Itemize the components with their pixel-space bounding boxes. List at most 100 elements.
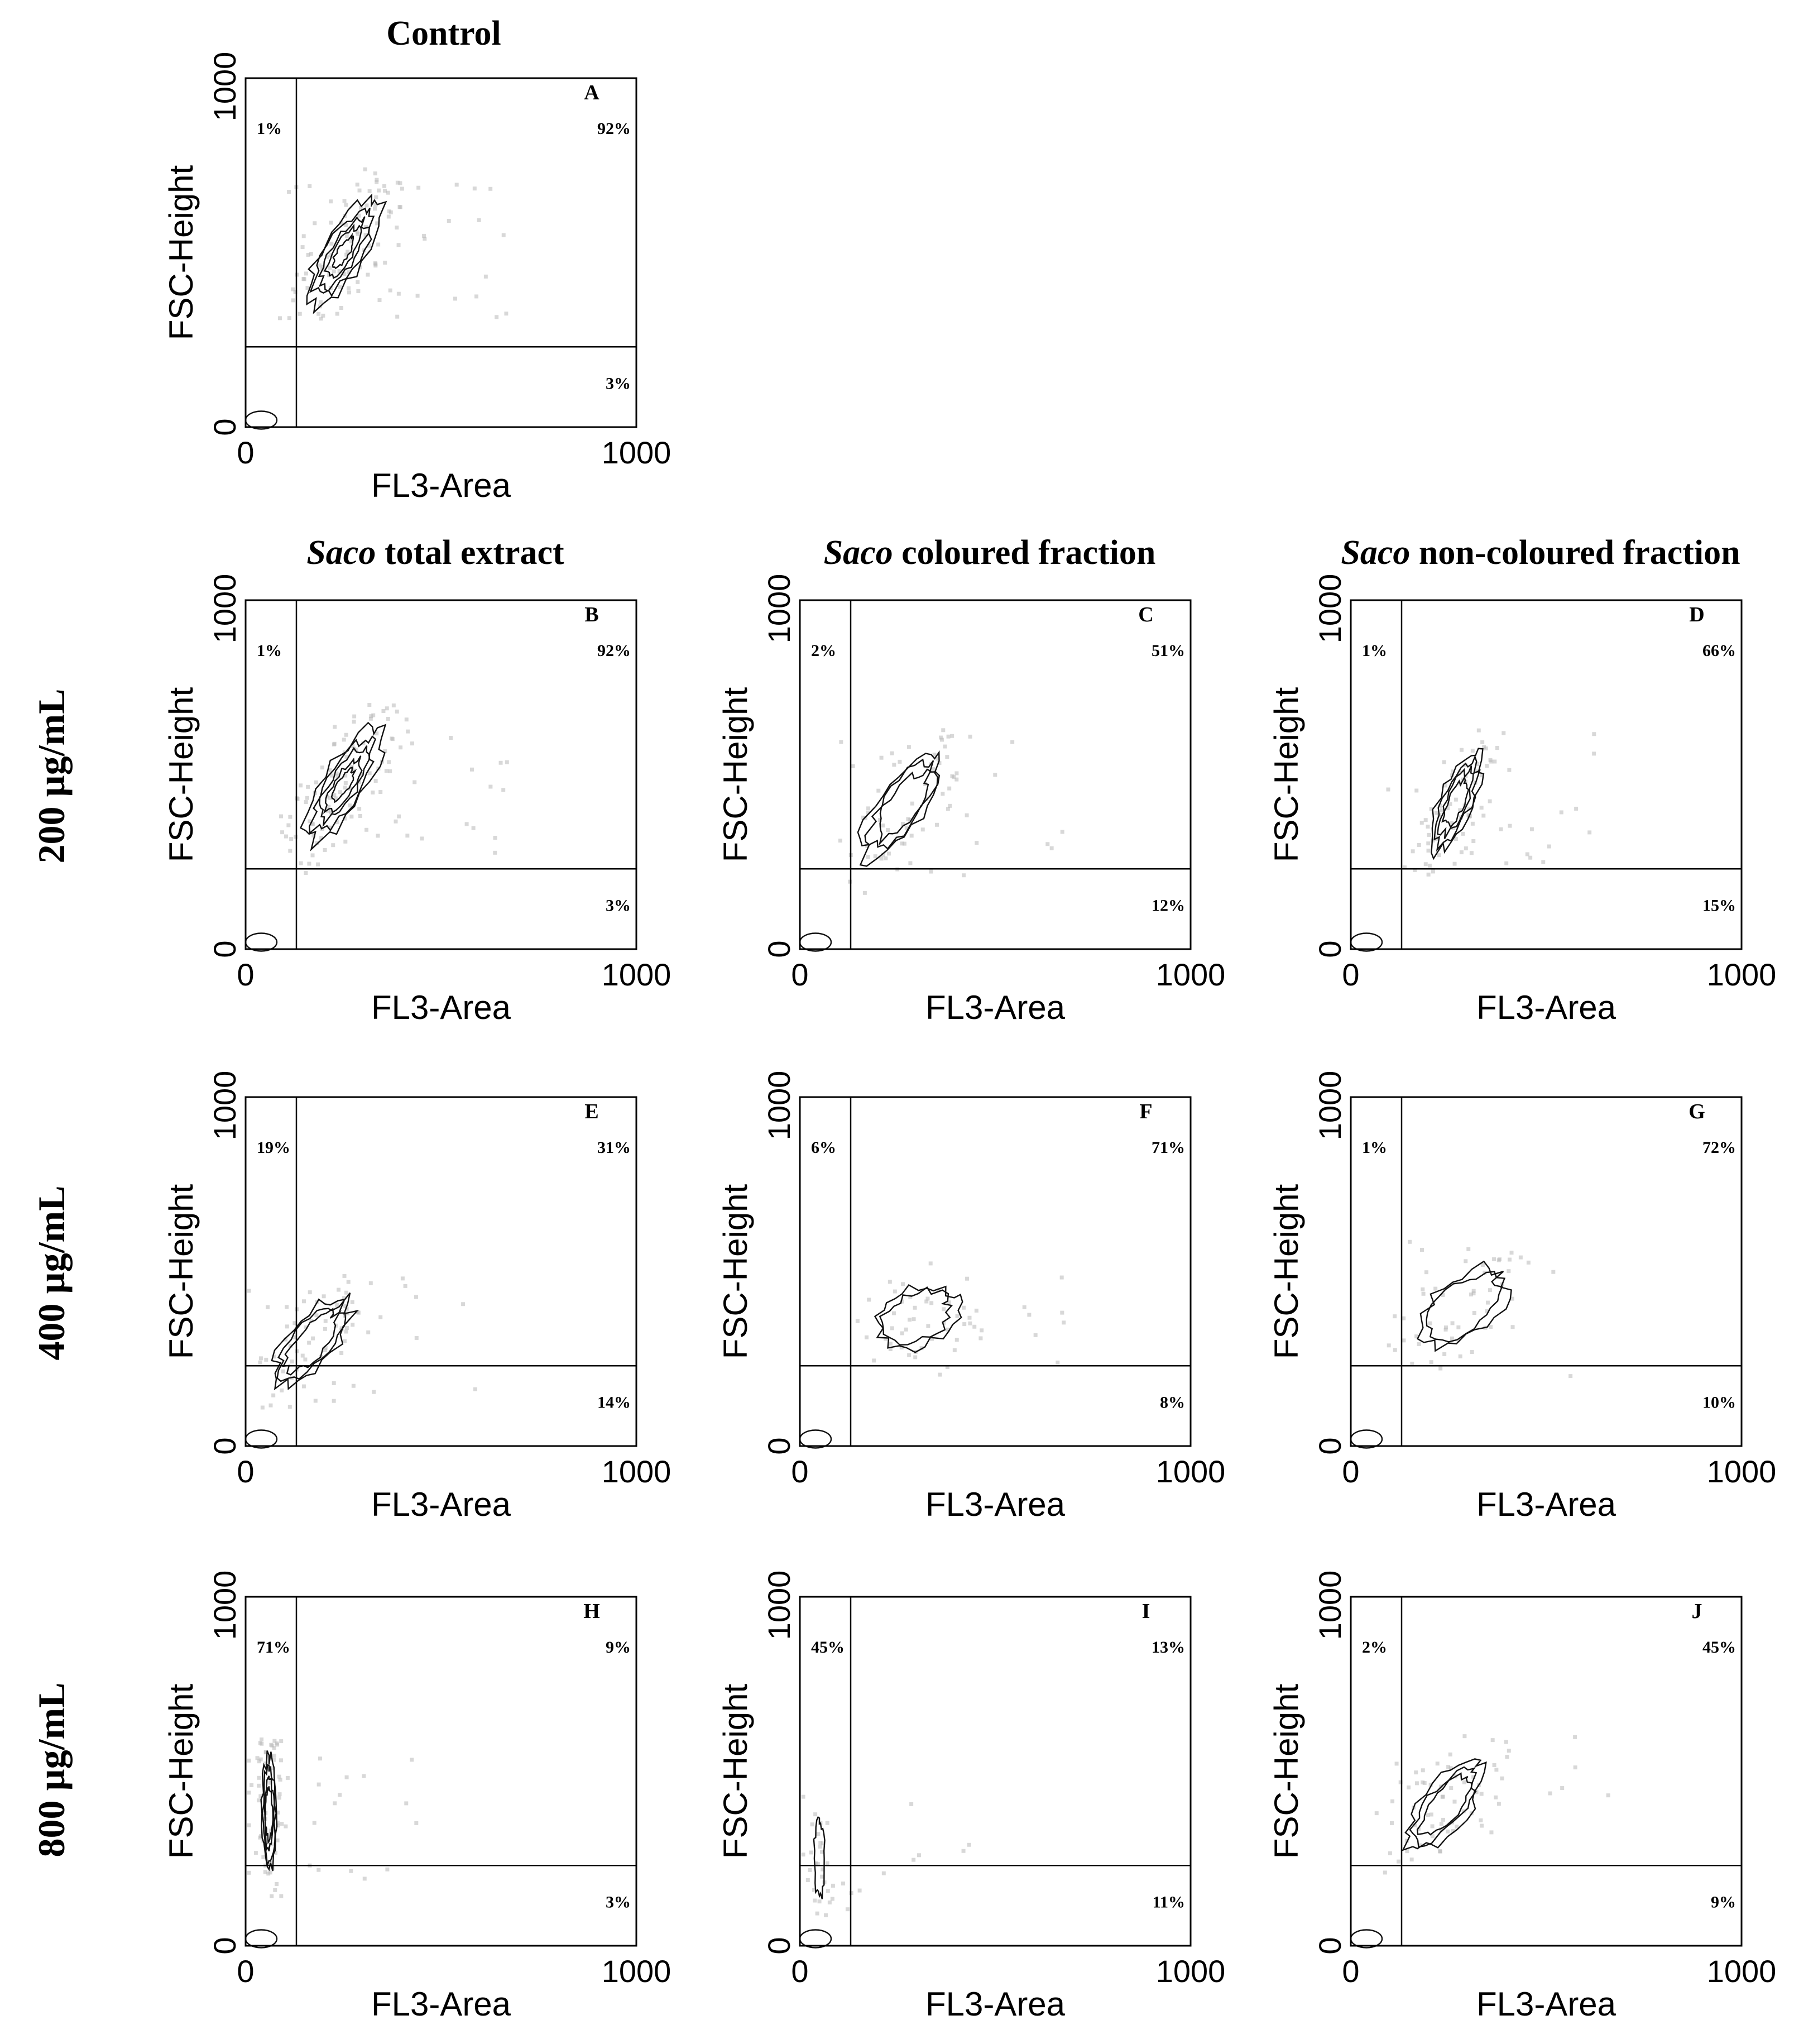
event-point (908, 861, 913, 865)
event-point (344, 1306, 349, 1311)
event-point (1493, 759, 1497, 764)
event-point (357, 780, 362, 784)
event-point (327, 805, 331, 809)
event-point (1438, 1849, 1442, 1854)
event-point (386, 716, 390, 721)
event-point (410, 1758, 414, 1762)
event-point (347, 286, 351, 290)
x-tick-label: 0 (237, 957, 254, 992)
event-point (332, 1399, 336, 1403)
event-point (420, 836, 424, 841)
event-point (247, 1289, 251, 1293)
event-point (257, 1759, 262, 1764)
event-point (1429, 1360, 1433, 1365)
column-title-text: coloured fraction (893, 534, 1156, 572)
event-point (1414, 1770, 1418, 1775)
event-point (888, 1342, 893, 1346)
event-point (258, 1360, 262, 1365)
event-point (331, 843, 335, 848)
event-point (364, 203, 369, 208)
event-point (326, 808, 330, 813)
event-point (1398, 1780, 1403, 1784)
event-point (356, 289, 361, 293)
event-point (1409, 1858, 1414, 1862)
event-point (344, 1290, 348, 1295)
event-point (1551, 1270, 1556, 1274)
event-point (1440, 808, 1444, 812)
event-point (263, 1761, 268, 1766)
event-point (862, 891, 867, 895)
event-point (375, 221, 380, 226)
event-point (908, 817, 913, 822)
event-point (913, 1355, 918, 1360)
event-point (826, 1889, 830, 1893)
quadrant-upper-right: 9% (606, 1638, 631, 1657)
plot-frame (244, 599, 637, 950)
event-point (1421, 1287, 1425, 1291)
event-point (1417, 1342, 1421, 1347)
event-point (1422, 1781, 1427, 1785)
x-tick-label: 1000 (1156, 957, 1226, 992)
y-tick-label: 0 (761, 940, 797, 958)
event-point (876, 788, 881, 793)
event-point (841, 1882, 846, 1886)
event-point (319, 317, 323, 321)
event-point (344, 223, 348, 227)
event-point (1479, 1792, 1484, 1796)
event-point (1389, 1821, 1394, 1825)
event-point (329, 241, 334, 246)
event-point (1466, 1247, 1471, 1251)
panel-G: G 1% 72% 10% 0 1000 0 1000 FL3-Area FSC-Height (1268, 1071, 1776, 1523)
event-point (378, 790, 383, 794)
event-point (932, 753, 937, 757)
event-point (320, 765, 324, 770)
x-tick-label: 1000 (602, 957, 671, 992)
panel-I: I 45% 13% 11% 0 1000 0 1000 FL3-Area FSC-Height (717, 1571, 1225, 2023)
event-point (900, 822, 905, 826)
event-point (347, 270, 351, 275)
event-point (1500, 1776, 1504, 1780)
quadrant-upper-left: 1% (257, 119, 282, 138)
event-point (325, 255, 329, 259)
event-point (1547, 844, 1551, 849)
event-point (1388, 1851, 1392, 1855)
event-point (1568, 1374, 1573, 1378)
event-point (857, 1888, 862, 1893)
event-point (962, 1305, 966, 1310)
contour-level-1 (879, 1286, 953, 1346)
event-point (1464, 846, 1468, 851)
y-tick-label: 0 (207, 940, 242, 958)
y-tick-label: 1000 (207, 52, 242, 122)
event-point (309, 1319, 314, 1323)
event-point (390, 736, 394, 741)
event-point (1402, 1316, 1406, 1320)
contour-level-0 (306, 193, 387, 314)
event-point (1421, 1291, 1426, 1296)
event-point (1485, 1300, 1490, 1305)
event-point (372, 1390, 376, 1394)
event-point (931, 767, 936, 772)
event-point (1374, 1811, 1379, 1816)
event-point (346, 250, 350, 254)
event-point (280, 830, 285, 835)
event-point (867, 1298, 871, 1302)
event-point (1471, 839, 1476, 844)
event-point (263, 1750, 268, 1754)
event-point (306, 252, 310, 257)
event-point (1526, 1260, 1531, 1265)
event-point (1407, 1785, 1411, 1789)
event-point (316, 862, 320, 867)
event-point (879, 856, 884, 861)
event-point (978, 1336, 983, 1341)
event-point (313, 221, 317, 226)
event-point (357, 806, 362, 811)
panel-letter: H (583, 1600, 600, 1623)
event-point (404, 717, 409, 722)
event-point (872, 1358, 876, 1363)
event-point (396, 243, 401, 247)
quadrant-upper-right: 66% (1702, 642, 1736, 660)
event-point (1560, 1786, 1565, 1791)
event-point (815, 1911, 819, 1916)
event-point (1471, 1291, 1476, 1296)
event-point (260, 1741, 264, 1746)
